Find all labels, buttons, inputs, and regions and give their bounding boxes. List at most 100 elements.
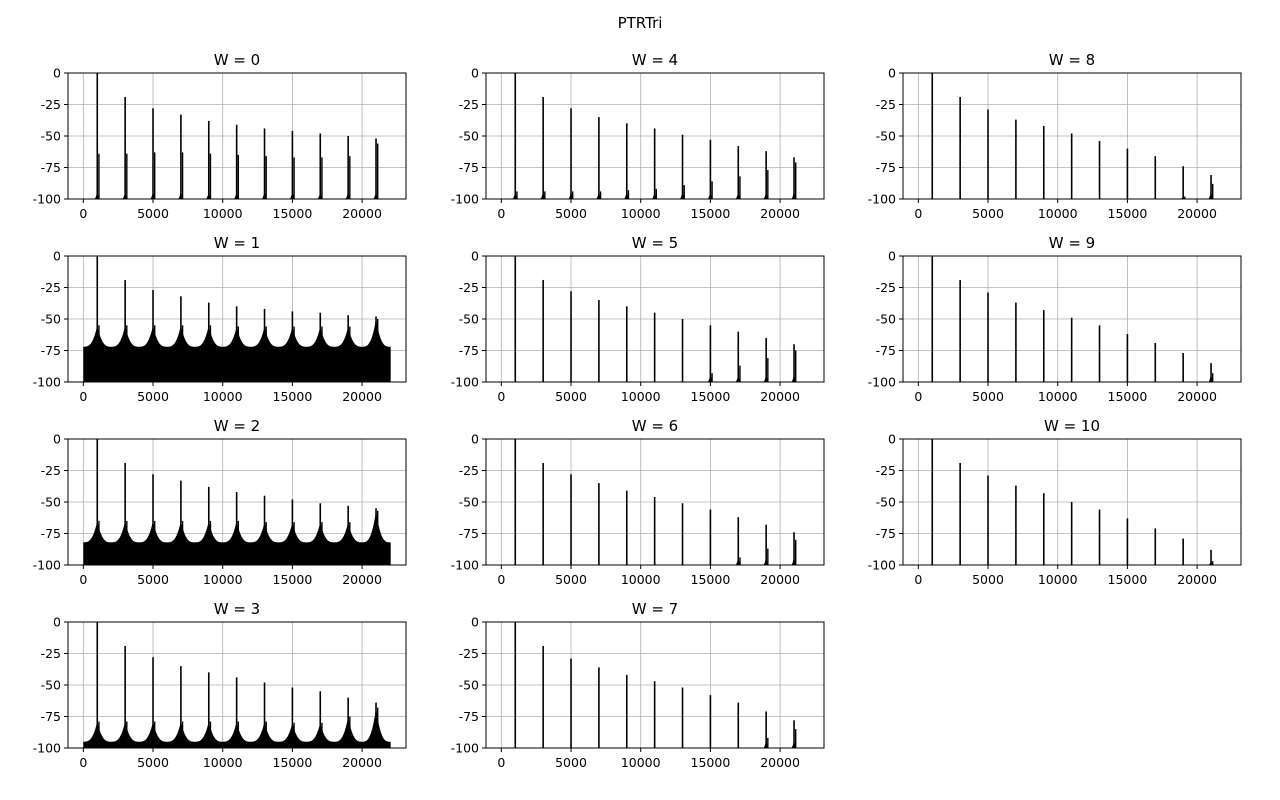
y-tick-label: -100 (33, 741, 61, 756)
subplot-grid: 0 5000 10000 15000 20000 0 -25 -50 -75 -100 W = 0 0… (33, 51, 1242, 770)
y-tick-label: -50 (459, 129, 479, 144)
y-tick-label: -100 (33, 375, 61, 390)
subplot-title: W = 7 (632, 600, 678, 618)
y-tick-label: -75 (459, 160, 479, 175)
subplot-title: W = 10 (1044, 417, 1100, 435)
y-tick-label: -50 (876, 129, 896, 144)
y-tick-label: -75 (459, 526, 479, 541)
subplot-6: 0 5000 10000 15000 20000 0 -25 -50 -75 -100 W = 6 (451, 417, 825, 587)
x-tick-label: 5000 (137, 389, 169, 404)
subplot-0: 0 5000 10000 15000 20000 0 -25 -50 -75 -100 W = 0 (33, 51, 407, 221)
x-tick-label: 15000 (1108, 206, 1148, 221)
x-tick-label: 5000 (555, 206, 587, 221)
y-tick-label: -75 (459, 343, 479, 358)
y-tick-label: -50 (876, 312, 896, 327)
x-tick-label: 10000 (1038, 206, 1078, 221)
y-tick-label: -100 (451, 375, 479, 390)
y-tick-label: -75 (41, 526, 61, 541)
x-tick-label: 5000 (555, 572, 587, 587)
subplot-title: W = 5 (632, 234, 678, 252)
x-tick-label: 15000 (691, 389, 731, 404)
subplot-title: W = 3 (214, 600, 260, 618)
subplot-title: W = 2 (214, 417, 260, 435)
y-tick-label: 0 (53, 249, 61, 264)
subplot-3: 0 5000 10000 15000 20000 0 -25 -50 -75 -100 W = 3 (33, 600, 407, 770)
y-tick-label: -25 (876, 97, 896, 112)
x-tick-label: 15000 (273, 755, 313, 770)
x-tick-label: 0 (497, 572, 505, 587)
x-tick-label: 10000 (203, 206, 243, 221)
x-tick-label: 0 (79, 206, 87, 221)
x-tick-label: 15000 (1108, 572, 1148, 587)
subplot-title: W = 0 (214, 51, 260, 69)
subplot-1: 0 5000 10000 15000 20000 0 -25 -50 -75 -100 W = 1 (33, 234, 407, 404)
x-tick-label: 10000 (203, 572, 243, 587)
y-tick-label: -25 (876, 280, 896, 295)
x-tick-label: 10000 (1038, 572, 1078, 587)
x-tick-label: 15000 (691, 206, 731, 221)
subplot-title: W = 1 (214, 234, 260, 252)
y-tick-label: 0 (888, 66, 896, 81)
x-tick-label: 20000 (760, 572, 800, 587)
x-tick-label: 20000 (1177, 572, 1217, 587)
y-tick-label: -25 (459, 646, 479, 661)
y-tick-label: -50 (459, 312, 479, 327)
y-tick-label: -100 (868, 192, 896, 207)
y-tick-label: -100 (868, 375, 896, 390)
y-tick-label: -100 (451, 741, 479, 756)
y-tick-label: -75 (459, 709, 479, 724)
x-tick-label: 15000 (273, 572, 313, 587)
x-tick-label: 15000 (691, 572, 731, 587)
y-tick-label: -50 (41, 129, 61, 144)
x-tick-label: 0 (79, 755, 87, 770)
y-tick-label: 0 (888, 432, 896, 447)
y-tick-label: -25 (459, 280, 479, 295)
x-tick-label: 20000 (760, 389, 800, 404)
y-tick-label: -100 (33, 192, 61, 207)
y-tick-label: 0 (471, 66, 479, 81)
y-tick-label: 0 (53, 66, 61, 81)
x-tick-label: 15000 (273, 206, 313, 221)
x-tick-label: 20000 (1177, 206, 1217, 221)
y-tick-label: 0 (471, 432, 479, 447)
y-tick-label: -100 (33, 558, 61, 573)
subplot-7: 0 5000 10000 15000 20000 0 -25 -50 -75 -100 W = 7 (451, 600, 825, 770)
x-tick-label: 15000 (273, 389, 313, 404)
x-tick-label: 0 (79, 572, 87, 587)
y-tick-label: -50 (459, 495, 479, 510)
y-tick-label: -50 (41, 312, 61, 327)
y-tick-label: -75 (876, 343, 896, 358)
x-tick-label: 20000 (1177, 389, 1217, 404)
x-tick-label: 10000 (621, 389, 661, 404)
x-tick-label: 5000 (972, 206, 1004, 221)
x-tick-label: 5000 (555, 389, 587, 404)
y-tick-label: -50 (41, 495, 61, 510)
x-tick-label: 10000 (203, 389, 243, 404)
subplot-10: 0 5000 10000 15000 20000 0 -25 -50 -75 -100 W = 10 (868, 417, 1242, 587)
x-tick-label: 5000 (972, 389, 1004, 404)
x-tick-label: 20000 (342, 755, 382, 770)
y-tick-label: 0 (471, 249, 479, 264)
figure-suptitle: PTRTri (618, 14, 663, 32)
y-tick-label: -75 (876, 526, 896, 541)
x-tick-label: 15000 (691, 755, 731, 770)
x-tick-label: 10000 (203, 755, 243, 770)
x-tick-label: 0 (914, 572, 922, 587)
x-tick-label: 15000 (1108, 389, 1148, 404)
y-tick-label: -25 (876, 463, 896, 478)
x-tick-label: 10000 (1038, 389, 1078, 404)
x-tick-label: 5000 (555, 755, 587, 770)
x-tick-label: 5000 (972, 572, 1004, 587)
x-tick-label: 0 (497, 389, 505, 404)
x-tick-label: 0 (914, 389, 922, 404)
y-tick-label: -75 (41, 343, 61, 358)
x-tick-label: 5000 (137, 206, 169, 221)
subplot-title: W = 9 (1049, 234, 1095, 252)
y-tick-label: -25 (41, 280, 61, 295)
y-tick-label: -100 (868, 558, 896, 573)
y-tick-label: -50 (876, 495, 896, 510)
y-tick-label: -50 (41, 678, 61, 693)
x-tick-label: 0 (914, 206, 922, 221)
x-tick-label: 20000 (342, 389, 382, 404)
subplot-2: 0 5000 10000 15000 20000 0 -25 -50 -75 -100 W = 2 (33, 417, 407, 587)
